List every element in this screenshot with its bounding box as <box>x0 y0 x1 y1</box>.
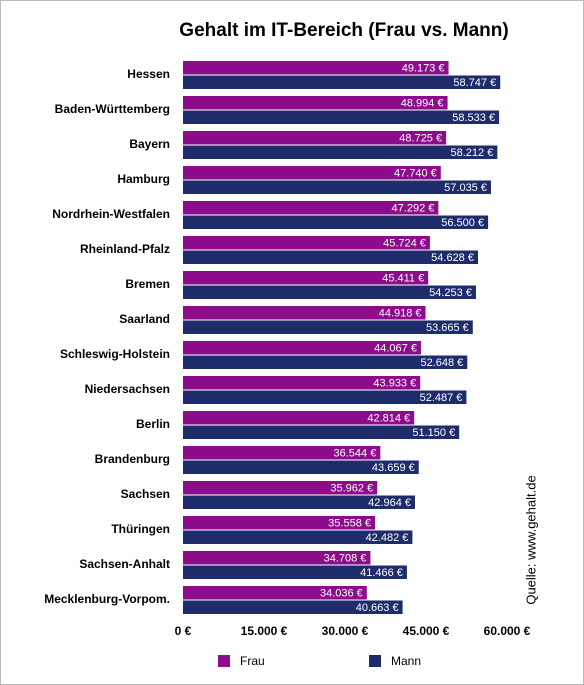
y-tick-label: Schleswig-Holstein <box>60 347 170 361</box>
value-label: 48.994 € <box>401 98 444 110</box>
chart-title: Gehalt im IT-Bereich (Frau vs. Mann) <box>179 20 508 41</box>
value-label: 56.500 € <box>441 217 484 229</box>
y-tick-label: Rheinland-Pfalz <box>80 242 170 256</box>
y-tick-label: Niedersachsen <box>85 382 170 396</box>
value-label: 49.173 € <box>402 63 445 75</box>
value-label: 40.663 € <box>356 602 399 614</box>
y-tick-label: Baden-Württemberg <box>55 102 170 116</box>
value-label: 34.708 € <box>324 553 367 565</box>
x-tick-label: 30.000 € <box>322 624 369 638</box>
y-tick-label: Bremen <box>125 277 170 291</box>
bar <box>183 495 416 509</box>
x-tick-label: 60.000 € <box>484 624 531 638</box>
bar <box>183 75 501 89</box>
value-label: 58.533 € <box>452 112 495 124</box>
bar <box>183 586 367 600</box>
bar <box>183 131 447 145</box>
value-label: 58.747 € <box>453 77 496 89</box>
y-tick-label: Brandenburg <box>95 452 170 466</box>
bar <box>183 481 378 495</box>
x-tick-label: 45.000 € <box>403 624 450 638</box>
bar <box>183 271 429 285</box>
value-label: 48.725 € <box>399 133 442 145</box>
y-tick-label: Sachsen <box>121 487 170 501</box>
y-tick-label: Bayern <box>129 137 170 151</box>
y-tick-label: Hamburg <box>117 172 170 186</box>
bar <box>183 180 491 194</box>
bar <box>183 376 421 390</box>
y-tick-label: Nordrhein-Westfalen <box>52 207 170 221</box>
legend-swatch <box>369 655 381 667</box>
value-label: 47.292 € <box>392 203 435 215</box>
bar <box>183 110 500 124</box>
y-tick-label: Hessen <box>127 67 170 81</box>
source-note: Quelle: www.gehalt.de <box>523 475 538 604</box>
y-tick-label: Sachsen-Anhalt <box>79 557 170 571</box>
bar <box>183 341 421 355</box>
value-label: 44.918 € <box>379 308 422 320</box>
legend-label: Frau <box>240 654 265 668</box>
value-label: 34.036 € <box>320 588 363 600</box>
value-label: 42.964 € <box>368 497 411 509</box>
bar <box>183 446 381 460</box>
value-label: 35.558 € <box>328 518 371 530</box>
value-label: 58.212 € <box>451 147 494 159</box>
bar <box>183 390 467 404</box>
bar <box>183 411 415 425</box>
bar <box>183 236 430 250</box>
bar <box>183 285 476 299</box>
value-label: 44.067 € <box>374 343 417 355</box>
y-tick-label: Mecklenburg-Vorpom. <box>44 592 170 606</box>
value-label: 57.035 € <box>444 182 487 194</box>
value-label: 45.724 € <box>383 238 426 250</box>
bar <box>183 516 376 530</box>
bar <box>183 61 449 75</box>
value-label: 47.740 € <box>394 168 437 180</box>
bar <box>183 425 460 439</box>
bar <box>183 460 419 474</box>
y-tick-label: Berlin <box>136 417 170 431</box>
value-label: 36.544 € <box>334 448 377 460</box>
y-tick-label: Saarland <box>119 312 170 326</box>
y-tick-label: Thüringen <box>111 522 170 536</box>
bar <box>183 600 403 614</box>
bar <box>183 166 441 180</box>
bar <box>183 551 371 565</box>
bar <box>183 145 498 159</box>
value-label: 52.487 € <box>420 392 463 404</box>
value-label: 53.665 € <box>426 322 469 334</box>
bar <box>183 215 489 229</box>
legend-label: Mann <box>391 654 421 668</box>
bar <box>183 320 473 334</box>
value-label: 43.933 € <box>373 378 416 390</box>
bar <box>183 96 448 110</box>
bar <box>183 355 468 369</box>
legend-swatch <box>218 655 230 667</box>
value-label: 42.482 € <box>366 532 409 544</box>
bar <box>183 565 407 579</box>
value-label: 42.814 € <box>367 413 410 425</box>
value-label: 54.253 € <box>429 287 472 299</box>
value-label: 52.648 € <box>420 357 463 369</box>
value-label: 35.962 € <box>330 483 373 495</box>
value-label: 45.411 € <box>382 273 424 285</box>
value-label: 54.628 € <box>431 252 474 264</box>
bar <box>183 306 426 320</box>
x-tick-label: 0 € <box>175 624 192 638</box>
x-tick-label: 15.000 € <box>241 624 288 638</box>
bar <box>183 530 413 544</box>
bar <box>183 250 478 264</box>
value-label: 41.466 € <box>360 567 403 579</box>
value-label: 43.659 € <box>372 462 415 474</box>
bar <box>183 201 439 215</box>
value-label: 51.150 € <box>412 427 455 439</box>
